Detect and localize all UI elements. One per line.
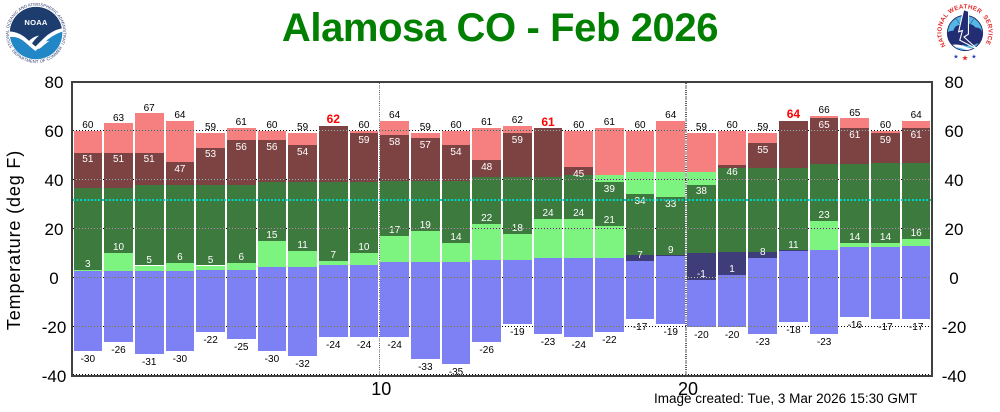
svg-text:★: ★ <box>962 54 969 63</box>
svg-text:NOAA: NOAA <box>24 18 47 27</box>
svg-text:★: ★ <box>953 54 958 61</box>
svg-text:★: ★ <box>971 54 976 61</box>
svg-text:SERVICE: SERVICE <box>981 14 993 46</box>
